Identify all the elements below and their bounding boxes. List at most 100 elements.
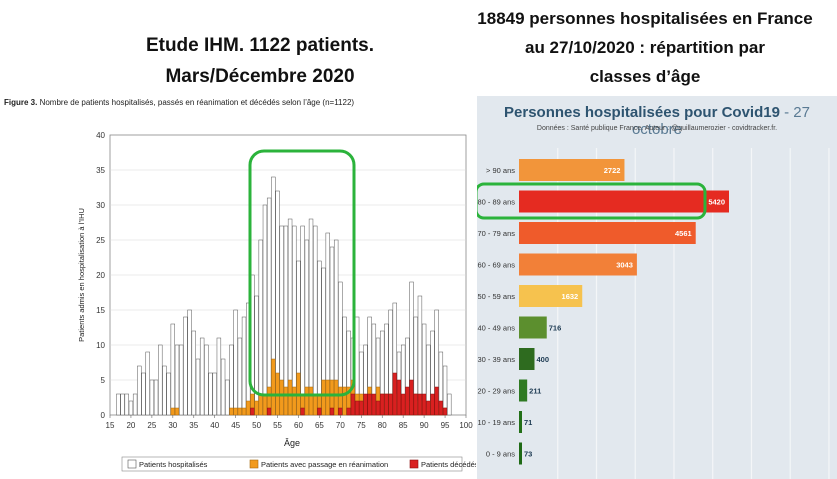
right-heading-line3: classes d’âge: [589, 67, 701, 86]
left-bar-deceased: [442, 407, 448, 416]
left-bar-deceased: [438, 400, 444, 416]
left-bar-hospitalized: [225, 379, 230, 416]
left-x-tick-label: 60: [294, 421, 303, 430]
right-bar-value-label: 5420: [708, 198, 725, 207]
right-bar: [519, 442, 522, 465]
left-bar-icu: [271, 358, 276, 416]
left-bar-hospitalized: [145, 351, 150, 416]
left-bar-hospitalized: [208, 372, 213, 416]
left-x-tick-label: 55: [273, 421, 282, 430]
left-x-tick-label: 90: [420, 421, 429, 430]
right-bar: [519, 190, 729, 213]
left-bar-hospitalized: [195, 358, 201, 416]
left-bar-hospitalized: [300, 225, 305, 416]
left-bar-hospitalized: [191, 330, 196, 416]
left-bar-hospitalized: [124, 393, 129, 416]
right-bar: [519, 222, 696, 244]
left-bar-deceased: [317, 407, 322, 416]
right-bar-value-label: 400: [536, 355, 549, 364]
left-bar-icu: [325, 379, 330, 416]
left-bar-deceased: [346, 407, 351, 416]
left-bar-hospitalized: [187, 309, 192, 416]
right-heading: 18849 personnes hospitalisées en France …: [455, 4, 835, 91]
left-bar-deceased: [434, 386, 439, 416]
left-y-tick-label: 0: [101, 411, 106, 420]
right-chart-source: Données : Santé publique France. Auteur …: [536, 125, 778, 132]
left-x-tick-label: 35: [189, 421, 198, 430]
left-legend-box: [121, 456, 463, 472]
left-bar-hospitalized: [162, 365, 167, 416]
left-bar-icu: [308, 386, 314, 416]
left-bar-hospitalized: [137, 365, 142, 416]
left-x-tick-label: 15: [106, 421, 115, 430]
right-category-label: 10 - 19 ans: [477, 418, 515, 427]
left-bar-deceased: [421, 393, 427, 416]
left-legend-label: Patients décédés: [421, 460, 476, 469]
right-bars: > 90 ans 2722 80 - 89 ans 5420 70 - 79 ans 45…: [477, 159, 729, 465]
left-bar-hospitalized: [266, 197, 272, 416]
left-bar-deceased: [363, 393, 368, 416]
left-bar-hospitalized: [229, 344, 234, 416]
left-bar-hospitalized: [258, 239, 263, 416]
left-legend-swatch: [127, 459, 137, 469]
left-bar-deceased: [413, 393, 418, 416]
left-bar-hospitalized: [233, 309, 238, 416]
left-bar-icu: [304, 386, 310, 416]
right-chart-title-date: - 27 octobre: [631, 104, 810, 138]
left-bar-deceased: [426, 400, 431, 416]
left-bar-hospitalized: [149, 379, 155, 416]
right-category-label: > 90 ans: [486, 166, 515, 175]
left-bar-hospitalized: [212, 372, 217, 416]
right-category-label: 0 - 9 ans: [486, 450, 515, 459]
left-legend: Patients hospitalisés Patients avec passa…: [121, 456, 476, 472]
left-bar-icu: [170, 407, 176, 416]
left-bar-hospitalized: [174, 344, 180, 416]
left-bar-deceased: [371, 393, 377, 416]
left-bar-hospitalized: [179, 344, 184, 416]
left-bar-icu: [258, 393, 263, 416]
right-bar-value-label: 4561: [675, 229, 692, 238]
left-bar-deceased: [350, 393, 356, 416]
left-heading-line1: Etude IHM. 1122 patients.: [145, 35, 375, 56]
left-x-axis-label: Âge: [284, 438, 300, 448]
left-bar-icu: [254, 400, 259, 416]
right-category-label: 50 - 59 ans: [477, 292, 515, 301]
left-bar-icu: [321, 379, 326, 416]
left-bar-deceased: [367, 393, 372, 416]
left-bar-hospitalized: [317, 260, 322, 416]
left-bar-icu: [292, 386, 297, 416]
left-bar-deceased: [396, 379, 402, 416]
left-x-tick-label: 45: [231, 421, 240, 430]
left-bar-icu: [246, 400, 251, 416]
left-x-tick-label: 100: [459, 421, 473, 430]
left-bar-icu: [262, 393, 268, 416]
right-category-label: 70 - 79 ans: [477, 229, 515, 238]
right-bar-value-label: 716: [549, 324, 562, 333]
left-y-tick-label: 15: [96, 306, 105, 315]
left-y-tick-label: 5: [101, 376, 106, 385]
left-y-tick-label: 10: [96, 341, 105, 350]
left-bar-hospitalized: [220, 358, 226, 416]
left-bar-hospitalized: [120, 393, 125, 416]
right-bar: [519, 253, 637, 276]
left-bar-hospitalized: [313, 225, 318, 416]
right-bar-value-label: 1632: [562, 292, 579, 301]
right-bar-value-label: 73: [524, 450, 532, 459]
left-bar-deceased: [392, 372, 397, 416]
left-bar-deceased: [400, 393, 406, 416]
right-category-label: 60 - 69 ans: [477, 261, 515, 270]
left-bar-icu: [241, 407, 247, 416]
left-bar-deceased: [430, 393, 435, 416]
right-heading-line1: 18849 personnes hospitalisées en France: [477, 9, 813, 28]
left-y-tick-label: 40: [96, 131, 105, 140]
right-bar-value-label: 2722: [604, 166, 621, 175]
right-bar: [519, 285, 583, 307]
right-category-label: 30 - 39 ans: [477, 355, 515, 364]
left-bar-deceased: [329, 407, 335, 416]
left-bar-icu: [333, 379, 339, 416]
figure-caption-label: Figure 3.: [4, 98, 38, 107]
left-bar-hospitalized: [262, 204, 268, 416]
left-bar-icu: [229, 407, 234, 416]
left-bar-hospitalized: [254, 295, 259, 416]
left-bar-hospitalized: [442, 365, 448, 416]
